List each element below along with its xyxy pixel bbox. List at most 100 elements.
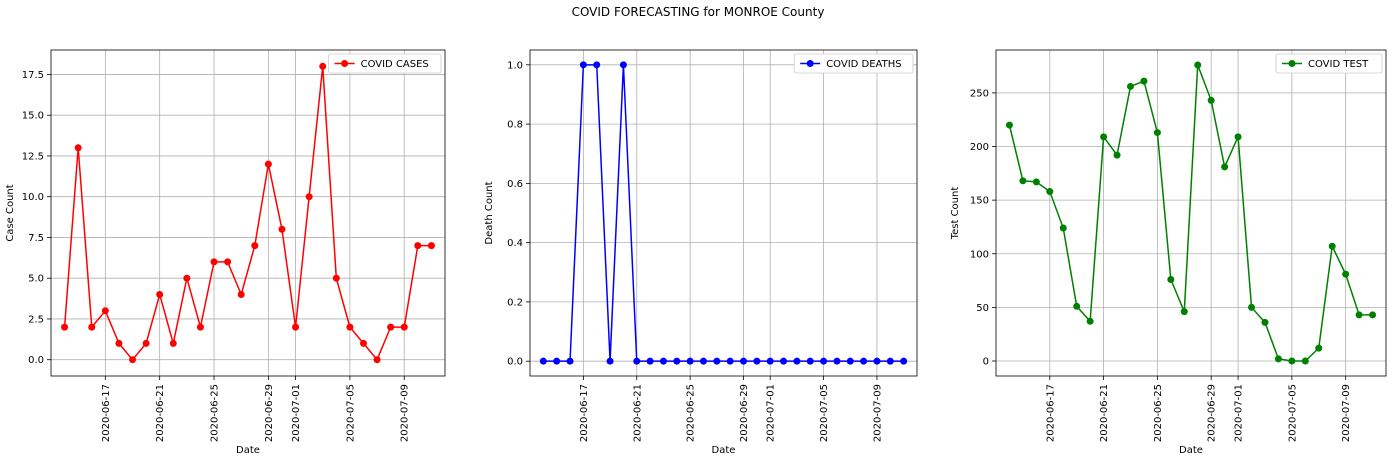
legend-marker: [806, 60, 814, 67]
x-tick-label: 2020-07-01: [766, 384, 777, 442]
x-axis-label: Date: [712, 445, 736, 456]
legend-marker: [341, 60, 349, 67]
data-point: [115, 339, 123, 347]
y-tick-label: 0.2: [507, 297, 523, 308]
plot-frame: [50, 49, 446, 377]
x-tick-label: 2020-06-25: [210, 384, 221, 442]
series-line: [543, 64, 904, 362]
legend-label: COVID DEATHS: [826, 59, 901, 70]
data-point: [1167, 275, 1175, 283]
x-tick-label: 2020-07-09: [400, 384, 411, 442]
x-tick-label: 2020-06-17: [1045, 384, 1056, 442]
y-tick-label: 50: [976, 303, 989, 314]
chart-panel-2: 0.0 0.2 0.4 0.6 0.8 1.0 2020-06-17 2020-06-21 20…: [484, 49, 918, 456]
data-point: [1113, 151, 1121, 159]
data-point: [346, 323, 354, 331]
x-axis-label: Date: [236, 445, 260, 456]
x-tick-label: 2020-07-09: [1341, 384, 1352, 442]
x-tick-label: 2020-07-05: [819, 384, 830, 442]
y-tick-label: 200: [970, 142, 989, 153]
data-point: [860, 357, 868, 365]
data-point: [1342, 270, 1350, 278]
y-axis-label: Case Count: [5, 184, 16, 241]
y-tick-label: 1.0: [507, 60, 523, 71]
data-point: [1194, 61, 1202, 69]
data-point: [846, 357, 854, 365]
data-point: [1180, 308, 1188, 316]
data-point: [74, 144, 82, 152]
x-tick-label: 2020-06-29: [739, 384, 750, 442]
data-point: [1369, 311, 1377, 319]
data-point: [1153, 129, 1161, 137]
data-point: [659, 357, 667, 365]
data-point: [1100, 133, 1108, 141]
data-point: [61, 323, 69, 331]
data-point: [210, 258, 218, 266]
data-point: [1073, 302, 1081, 310]
data-point: [251, 242, 259, 250]
data-point: [400, 323, 408, 331]
legend-box: [793, 53, 914, 74]
data-point: [332, 274, 340, 282]
x-tick-label: 2020-06-17: [101, 384, 112, 442]
y-axis-label: Test Count: [950, 187, 961, 241]
data-point: [619, 61, 627, 69]
data-point: [387, 323, 395, 331]
data-point: [566, 357, 574, 365]
chart-panel-1: 0.0 2.5 5.0 7.5 10.0 12.5 15.0 17.5 2020-06-17 20…: [5, 49, 446, 456]
data-point: [1019, 177, 1027, 185]
data-point: [820, 357, 828, 365]
data-point: [873, 357, 881, 365]
plot-frame: [529, 49, 918, 377]
data-point: [129, 356, 137, 364]
data-point: [142, 339, 150, 347]
data-point: [1221, 163, 1229, 171]
data-point: [156, 291, 164, 298]
data-point: [1328, 242, 1336, 250]
y-tick-label: 0.4: [507, 238, 523, 249]
data-point: [1315, 344, 1323, 352]
data-point: [1234, 133, 1242, 141]
data-point: [753, 357, 761, 365]
x-tick-label: 2020-06-21: [155, 384, 166, 442]
data-point: [196, 323, 204, 331]
y-tick-label: 15.0: [22, 111, 44, 122]
data-point: [780, 357, 788, 365]
data-point: [1301, 357, 1309, 365]
legend-box: [1275, 53, 1383, 74]
y-tick-label: 12.5: [22, 151, 44, 162]
y-tick-label: 2.5: [28, 314, 44, 325]
data-point: [766, 357, 774, 365]
data-point: [88, 323, 96, 331]
data-point: [1005, 121, 1013, 129]
y-tick-label: 0: [983, 356, 989, 367]
x-tick-label: 2020-06-29: [264, 384, 275, 442]
data-point: [593, 61, 601, 69]
chart-panel-3: 0 50 100 150 200 250 2020-06-17 2020-06-21 2020-…: [950, 49, 1387, 456]
data-point: [1207, 96, 1215, 104]
x-tick-label: 2020-07-09: [872, 384, 883, 442]
data-point: [539, 357, 547, 365]
data-point: [264, 160, 272, 168]
data-point: [183, 274, 191, 282]
data-point: [806, 357, 814, 365]
data-point: [305, 193, 313, 201]
data-point: [427, 242, 435, 250]
data-point: [1046, 188, 1054, 196]
data-point: [726, 357, 734, 365]
y-tick-label: 150: [970, 196, 989, 207]
data-point: [740, 357, 748, 365]
x-axis-label: Date: [1179, 445, 1203, 456]
y-tick-label: 250: [970, 88, 989, 99]
data-point: [673, 357, 681, 365]
legend-label: COVID CASES: [361, 59, 429, 70]
data-point: [359, 339, 367, 347]
series-line: [1008, 64, 1373, 362]
data-point: [292, 323, 300, 331]
x-tick-label: 2020-06-17: [579, 384, 590, 442]
y-tick-label: 0.8: [507, 120, 523, 131]
data-point: [169, 339, 177, 347]
x-tick-label: 2020-07-01: [1234, 384, 1245, 442]
series-line: [63, 66, 432, 362]
